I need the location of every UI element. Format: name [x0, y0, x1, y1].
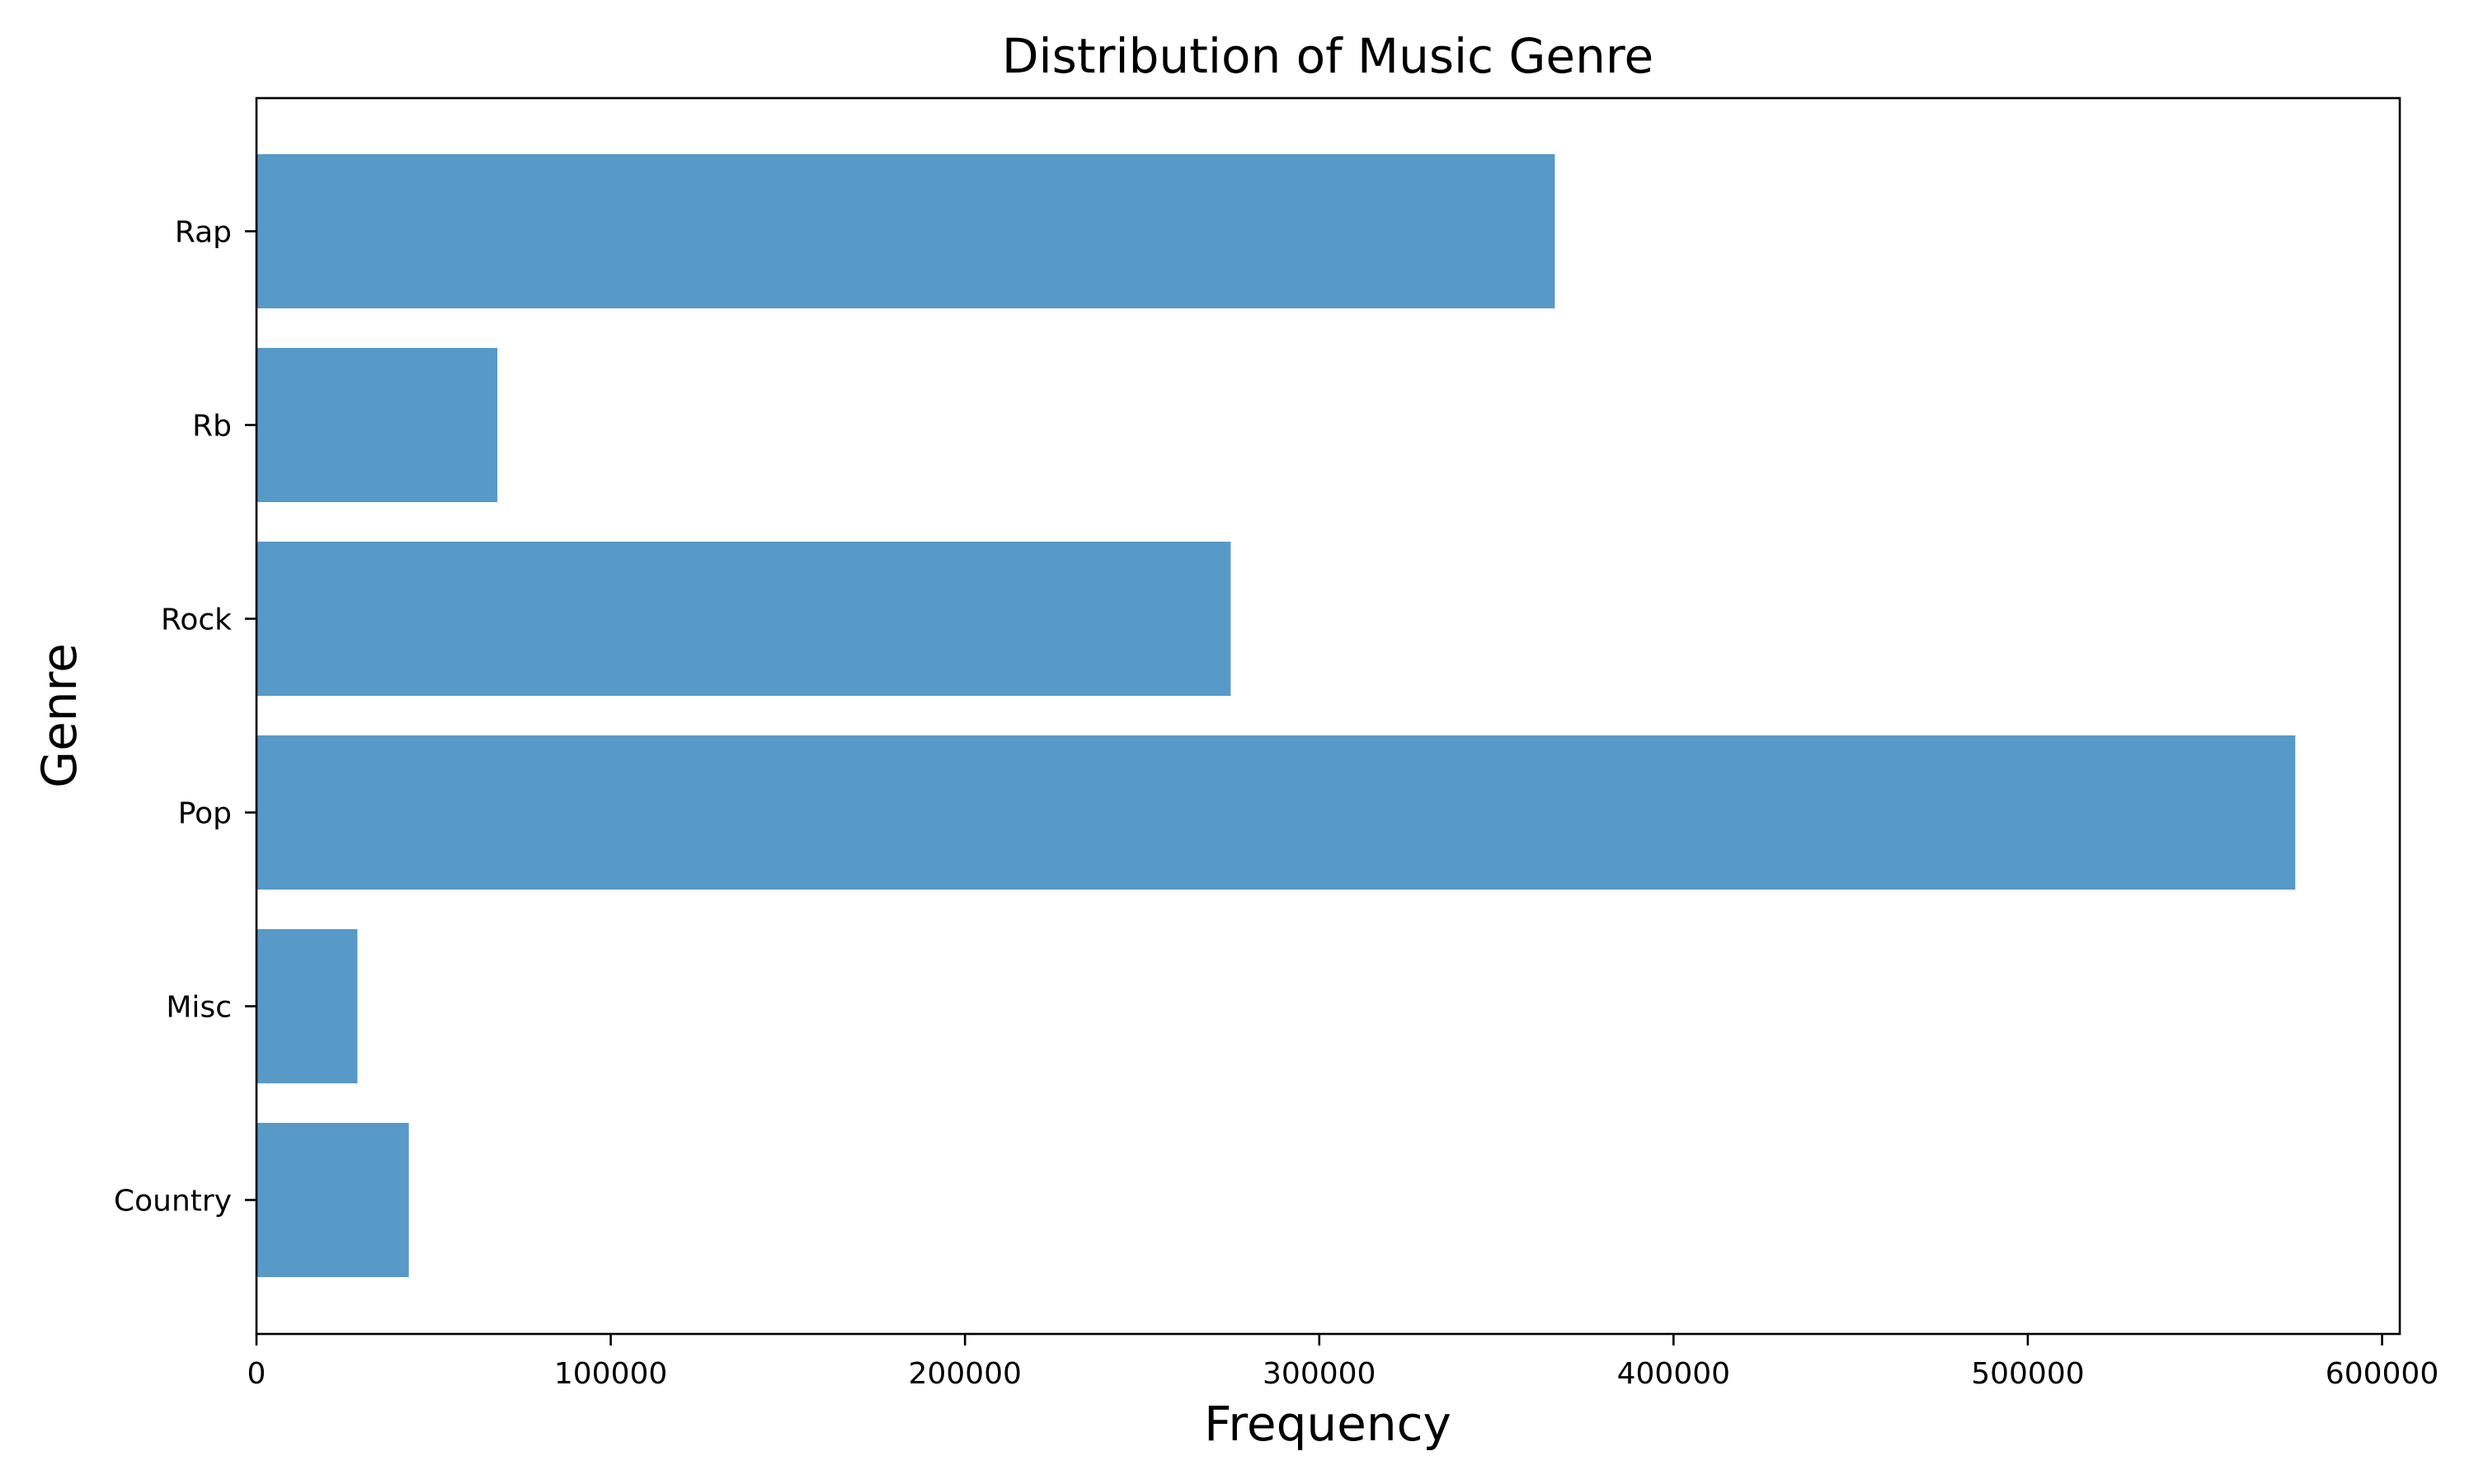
y-tick-label: Pop [178, 797, 232, 831]
x-tick-label: 300000 [1263, 1357, 1376, 1391]
y-axis-ticks: Country Misc Pop Rock Rb Rap [114, 216, 256, 1219]
y-tick-label: Country [114, 1185, 232, 1219]
y-tick-label: Misc [166, 991, 232, 1025]
y-tick-label: Rb [192, 410, 232, 444]
y-axis-label: Genre [31, 643, 87, 788]
bar-country [256, 1123, 409, 1277]
x-tick-label: 100000 [554, 1357, 667, 1391]
x-axis-ticks: 0 100000 200000 300000 400000 500000 600000 [247, 1334, 2439, 1391]
y-tick-label: Rap [175, 216, 232, 250]
x-tick-label: 600000 [2326, 1357, 2439, 1391]
chart-title: Distribution of Music Genre [1002, 28, 1653, 84]
x-tick-label: 400000 [1617, 1357, 1730, 1391]
x-tick-label: 200000 [908, 1357, 1021, 1391]
x-tick-label: 0 [247, 1357, 266, 1391]
x-axis-label: Frequency [1204, 1396, 1451, 1452]
y-tick-label: Rock [161, 603, 232, 637]
bar-pop [256, 735, 2296, 890]
bar-rap [256, 154, 1555, 308]
x-tick-label: 500000 [1971, 1357, 2084, 1391]
bar-rb [256, 348, 498, 502]
plot-frame [255, 96, 2401, 1336]
bar-misc [256, 929, 358, 1083]
bars [256, 154, 2296, 1277]
bar-rock [256, 542, 1231, 696]
